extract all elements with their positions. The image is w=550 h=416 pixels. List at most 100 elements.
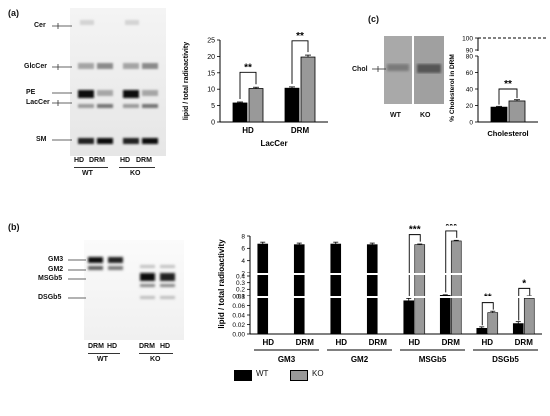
chart-b-group-gm2: GM2 xyxy=(351,355,369,364)
chart-b-ytick-label: 0.1 xyxy=(236,293,245,300)
gel-b-band-gm2: GM2 xyxy=(48,266,64,273)
gel-a-lane-4: DRM xyxy=(136,157,152,164)
gel-a-ko-rule xyxy=(119,167,155,168)
gel-a-wt-rule xyxy=(74,167,108,168)
chart-a-sig-0-label: ** xyxy=(244,62,252,73)
chart-b-bar-wt-2 xyxy=(330,243,342,335)
chart-b-xtick-1: DRM xyxy=(296,338,315,347)
chart-b-group-gm3: GM3 xyxy=(278,355,296,364)
chart-b-bar-ko-4 xyxy=(414,244,426,335)
gel-b-wt-rule xyxy=(88,353,120,354)
chart-a-ytick-label: 10 xyxy=(207,87,215,94)
chart-b-bar-wt-5 xyxy=(439,295,451,335)
chart-b-ytick-label: 2 xyxy=(241,270,245,277)
chart-b-bar-wt-3 xyxy=(366,244,378,335)
chart-b-ytick-label: 0.04 xyxy=(232,312,245,319)
chart-a-sig-1-label: ** xyxy=(296,31,304,42)
chart-a-xtick-drm: DRM xyxy=(291,126,310,135)
chart-a-bar-wt-drm xyxy=(284,87,300,123)
chart-b-ytick-label: 0.06 xyxy=(232,303,245,310)
legend-ko-swatch xyxy=(290,370,308,381)
chart-a: 0 5 10 15 20 25 lipid / total radioactivity HD *… xyxy=(183,31,328,148)
chart-b-bar-ko-6 xyxy=(487,312,499,335)
chart-a-ylabel: lipid / total radioactivity xyxy=(183,42,190,120)
chart-b-xtick-4: HD xyxy=(408,338,420,347)
chart-a-ytick-label: 20 xyxy=(207,54,215,61)
chart-b-xtick-2: HD xyxy=(335,338,347,347)
gel-b-group-wt: WT xyxy=(97,356,108,363)
chart-b-sig-4-label: *** xyxy=(409,225,421,236)
gel-a-band-pe: PE xyxy=(26,89,36,96)
chart-b-sig-6-bracket xyxy=(481,302,494,326)
chart-b-sig-5-label: *** xyxy=(445,224,457,232)
chart-a-xtick-hd: HD xyxy=(242,126,254,135)
chart-c-sig-bracket xyxy=(498,88,518,105)
chart-b-ytick-label: 0.08 xyxy=(232,293,245,300)
chart-a-xlabel: LacCer xyxy=(260,139,287,148)
chart-b-group-dsgb5: DSGb5 xyxy=(492,355,519,364)
chart-c-ytick-label: 0 xyxy=(469,120,473,127)
chart-b-bar-wt-1 xyxy=(293,244,305,335)
chart-c-ytick-label: 90 xyxy=(466,48,474,55)
gel-b-lane-2: HD xyxy=(107,343,118,350)
chart-b-sig-4-bracket xyxy=(408,234,421,298)
chart-a-bar-wt-hd xyxy=(232,102,248,123)
chart-a-ytick-label: 25 xyxy=(207,38,215,45)
gel-a-lane-3: HD xyxy=(120,157,131,164)
gel-a-lane-2: DRM xyxy=(89,157,105,164)
chart-c-ytick-label: 100 xyxy=(462,36,473,43)
chart-c-bar-wt xyxy=(490,106,508,123)
gel-b-band-gm3: GM3 xyxy=(48,256,64,263)
gel-a-band-cer: Cer xyxy=(34,22,46,29)
gel-a-band-glccer: GlcCer xyxy=(24,63,47,70)
chart-b-xtick-5: DRM xyxy=(442,338,461,347)
chart-b-xtick-6: HD xyxy=(481,338,493,347)
chart-c-xlabel: Cholesterol xyxy=(487,129,528,138)
gel-a-band-sm: SM xyxy=(36,136,47,143)
chart-b-ytick-label: 0.2 xyxy=(236,287,245,294)
chart-b-ytick-label: 4 xyxy=(241,258,245,265)
chart-c-ylabel: % Cholesterol in DRM xyxy=(449,54,456,122)
chart-b-bar-wt-4 xyxy=(403,300,415,335)
gel-c-band-marker xyxy=(372,66,386,72)
gel-b-band-dsgb5: DSGb5 xyxy=(38,294,62,301)
chart-b-xtick-7: DRM xyxy=(515,338,534,347)
chart-c-ytick-label: 80 xyxy=(466,54,474,61)
chart-b-sig-5-bracket xyxy=(445,230,458,293)
legend-ko-label: KO xyxy=(312,369,324,378)
chart-a-bar-ko-drm xyxy=(300,56,316,123)
gel-b-ko-rule xyxy=(139,353,173,354)
chart-b-ytick-label: 6 xyxy=(241,246,245,253)
panel-b-letter: (b) xyxy=(8,222,20,232)
chart-b-bar-ko-5 xyxy=(450,240,462,335)
gel-a-group-ko: KO xyxy=(130,170,141,177)
chart-c-ytick-label: 20 xyxy=(466,103,474,110)
chart-a-bar-ko-hd xyxy=(248,88,264,123)
gel-c-lane-ko: KO xyxy=(420,112,431,119)
gel-b-lane-1: DRM xyxy=(88,343,104,350)
chart-a-sig-1-bracket xyxy=(291,40,309,84)
panel-a-letter: (a) xyxy=(8,8,19,18)
chart-b-ytick-label: 0.3 xyxy=(236,280,245,287)
chart-a-ytick-label: 5 xyxy=(211,103,215,110)
chart-b-ytick-label: 8 xyxy=(241,233,245,240)
chart-a-ytick-label: 0 xyxy=(211,120,215,127)
tlc-gel-a-image xyxy=(70,8,166,156)
tlc-gel-b-image xyxy=(84,240,184,340)
chart-c-ytick-label: 60 xyxy=(466,70,474,77)
gel-c-band-chol: Chol xyxy=(352,66,368,73)
chart-a-sig-0-bracket xyxy=(239,71,257,99)
chart-b-bar-wt-7 xyxy=(512,323,524,335)
legend-wt-label: WT xyxy=(256,369,269,378)
gel-a-lane-1: HD xyxy=(74,157,85,164)
gel-b-lane-4: HD xyxy=(160,343,171,350)
tlc-gel-c-image xyxy=(384,36,444,104)
chart-c-ytick-label: 40 xyxy=(466,87,474,94)
panel-c-letter: (c) xyxy=(368,14,379,24)
legend-wt-swatch xyxy=(234,370,252,381)
gel-b-band-markers xyxy=(68,259,86,299)
chart-b-group-msgb5: MSGb5 xyxy=(419,355,447,364)
gel-b-group-ko: KO xyxy=(150,356,161,363)
chart-c-sig-label: ** xyxy=(504,79,512,90)
